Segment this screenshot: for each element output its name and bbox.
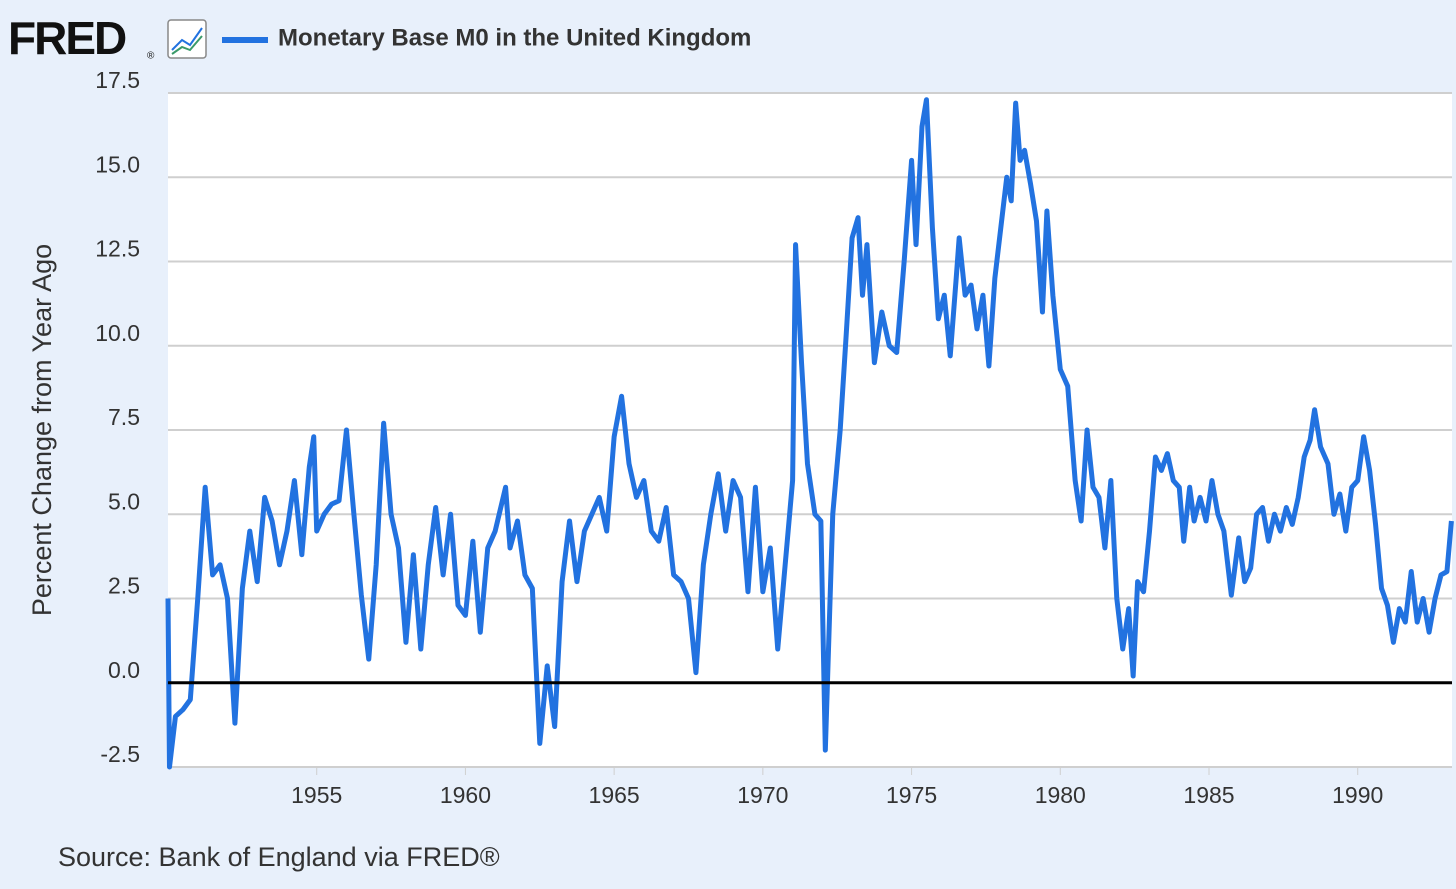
logo-mark: ® [147,51,155,62]
series-line [165,97,1454,770]
x-tick-label: 1955 [291,782,342,808]
y-tick-label: -2.5 [100,741,140,767]
y-tick-label: 5.0 [108,488,140,514]
logo-icon [167,19,207,59]
chart-title: Monetary Base M0 in the United Kingdom [278,24,751,51]
y-tick-label: 10.0 [95,320,140,346]
x-tick-label: 1975 [886,782,937,808]
source: Source: Bank of England via FRED® [58,842,500,872]
x-tick-label: 1960 [440,782,491,808]
x-tick-label: 1985 [1183,782,1234,808]
y-tick-label: 7.5 [108,404,140,430]
y-tick-label: 0.0 [108,657,140,683]
y-axis-label: Percent Change from Year Ago [27,244,57,616]
x-tick-label: 1990 [1332,782,1383,808]
x-tick-label: 1965 [589,782,640,808]
y-tick-label: 12.5 [95,236,140,262]
x-tick-label: 1970 [737,782,788,808]
x-tick-label: 1980 [1035,782,1086,808]
y-tick-label: 2.5 [108,573,140,599]
y-tick-label: 15.0 [95,151,140,177]
logo: FRED [8,12,126,64]
y-tick-label: 17.5 [95,67,140,93]
